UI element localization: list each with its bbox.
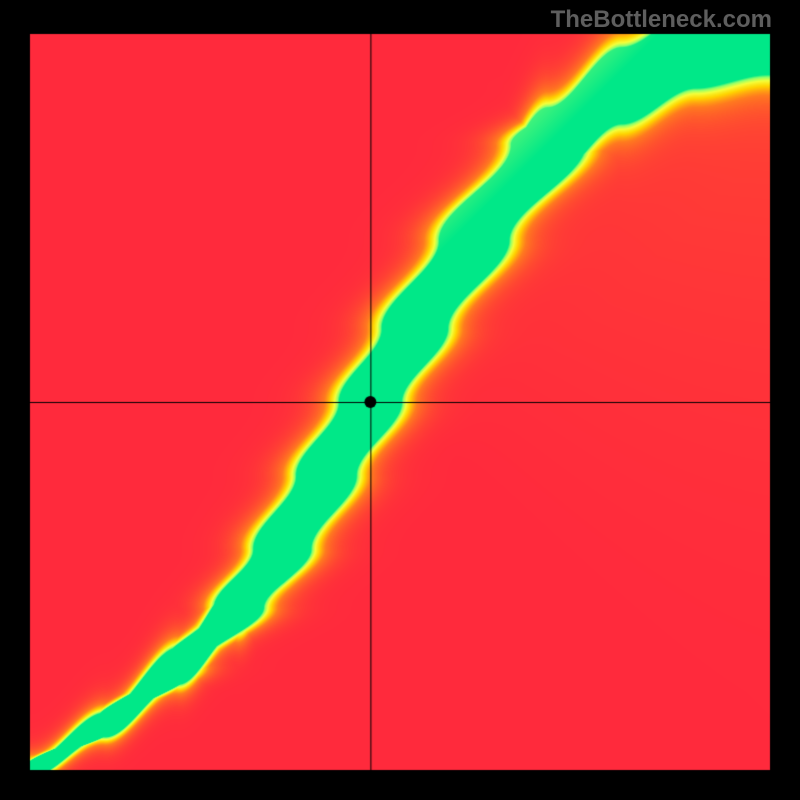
watermark-text: TheBottleneck.com (551, 6, 772, 34)
chart-container: TheBottleneck.com (0, 0, 800, 800)
heatmap-canvas (0, 0, 800, 800)
